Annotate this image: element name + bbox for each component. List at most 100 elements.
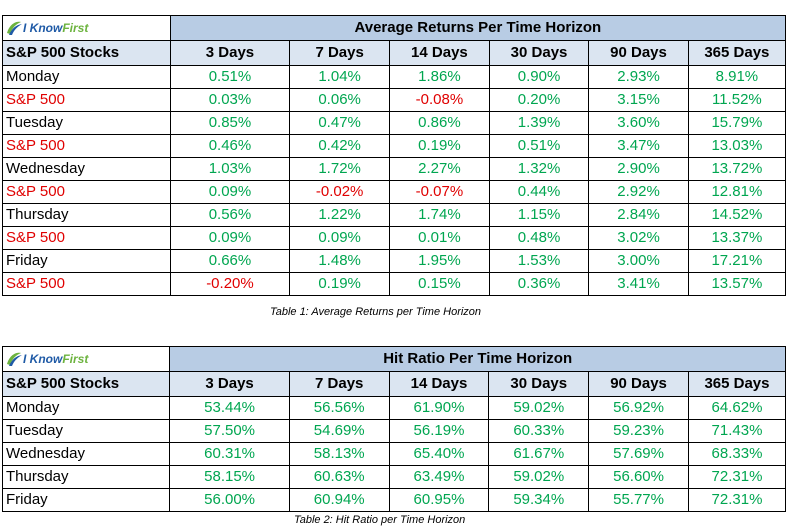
logo: I KnowFirst (1, 346, 171, 372)
logo-text-first: First (62, 352, 89, 367)
table-cell: 2.93% (588, 65, 689, 89)
table-cell: 1.39% (488, 111, 590, 135)
row-label: Friday (1, 488, 171, 512)
header-row: S&P 500 Stocks 3 Days 7 Days 14 Days 30 Days… (1, 371, 786, 397)
table-cell: 58.13% (288, 442, 390, 466)
table-row: Monday 0.51% 1.04% 1.86% 0.90% 2.93% 8.91% (2, 65, 786, 89)
table-cell: -0.20% (169, 272, 291, 296)
table-cell: 64.62% (687, 396, 786, 420)
table-cell: 2.92% (588, 180, 689, 204)
row-label: Monday (2, 65, 171, 89)
table-row: S&P 500 0.46% 0.42% 0.19% 0.51% 3.47% 13.03% (2, 134, 786, 158)
header-row: S&P 500 Stocks 3 Days 7 Days 14 Days 30 Days… (2, 40, 786, 66)
table-title: Hit Ratio Per Time Horizon (169, 346, 786, 372)
table-row: Thursday 0.56% 1.22% 1.74% 1.15% 2.84% 14.52% (2, 203, 786, 227)
column-header: 30 Days (488, 40, 590, 66)
column-header: 14 Days (388, 371, 490, 397)
table-cell: 13.72% (687, 157, 786, 181)
table-cell: 0.06% (289, 88, 391, 112)
table-cell: 13.57% (687, 272, 786, 296)
table-row: Tuesday 0.85% 0.47% 0.86% 1.39% 3.60% 15.79% (2, 111, 786, 135)
table-cell: 0.01% (389, 226, 490, 250)
table-cell: 0.48% (488, 226, 590, 250)
column-header: 30 Days (488, 371, 590, 397)
table-cell: 3.41% (588, 272, 689, 296)
logo-swoosh-icon (7, 21, 22, 36)
table-cell: 1.22% (289, 203, 391, 227)
table-cell: 0.09% (289, 226, 391, 250)
table-body: Monday 53.44% 56.56% 61.90% 59.02% 56.92% 64.6… (1, 396, 786, 512)
table-cell: 60.33% (488, 419, 590, 443)
table-cell: 0.09% (169, 226, 291, 250)
table-cell: 13.37% (687, 226, 786, 250)
table-cell: 55.77% (588, 488, 689, 512)
table-cell: 3.15% (588, 88, 689, 112)
row-label: Thursday (1, 465, 171, 489)
table-cell: 15.79% (687, 111, 786, 135)
table-cell: 72.31% (687, 488, 786, 512)
table-cell: 0.44% (488, 180, 590, 204)
table-cell: 54.69% (288, 419, 390, 443)
table-row: S&P 500 0.09% -0.02% -0.07% 0.44% 2.92% 12.81% (2, 180, 786, 204)
table-cell: 65.40% (388, 442, 490, 466)
table-cell: 1.32% (488, 157, 590, 181)
table-cell: 68.33% (687, 442, 786, 466)
table-cell: 53.44% (169, 396, 290, 420)
table-cell: 2.90% (588, 157, 689, 181)
table-cell: 57.50% (169, 419, 290, 443)
logo-text-know: I Know (23, 352, 63, 367)
column-header: 365 Days (687, 40, 786, 66)
table-caption: Table 1: Average Returns per Time Horizo… (270, 306, 482, 318)
column-header: 90 Days (588, 371, 689, 397)
table-cell: 56.19% (388, 419, 490, 443)
table-cell: 61.90% (388, 396, 490, 420)
table-cell: 0.36% (488, 272, 590, 296)
table-cell: 12.81% (687, 180, 786, 204)
table-cell: 59.23% (588, 419, 689, 443)
table-cell: 56.92% (588, 396, 689, 420)
table-row: S&P 500 -0.20% 0.19% 0.15% 0.36% 3.41% 13.57% (2, 272, 786, 296)
table-cell: 0.85% (169, 111, 291, 135)
table-row: Thursday 58.15% 60.63% 63.49% 59.02% 56.60% 72… (1, 465, 786, 489)
row-label: S&P 500 (2, 180, 171, 204)
row-label: Wednesday (1, 442, 171, 466)
table-cell: 0.51% (169, 65, 291, 89)
table-cell: 0.47% (289, 111, 391, 135)
column-header-stocks: S&P 500 Stocks (1, 371, 171, 397)
column-header-stocks: S&P 500 Stocks (2, 40, 171, 66)
table-cell: 59.02% (488, 396, 590, 420)
table-cell: -0.02% (289, 180, 391, 204)
table-cell: 0.15% (389, 272, 490, 296)
table-cell: 1.86% (389, 65, 490, 89)
row-label: S&P 500 (2, 88, 171, 112)
table-cell: 0.86% (389, 111, 490, 135)
table-cell: 59.34% (488, 488, 590, 512)
table-cell: -0.08% (389, 88, 490, 112)
logo: I KnowFirst (2, 15, 171, 41)
table-cell: 1.15% (488, 203, 590, 227)
hit-ratio-table: I KnowFirst Hit Ratio Per Time Horizon S… (1, 346, 786, 512)
table-cell: 60.63% (288, 465, 390, 489)
table-cell: 56.00% (169, 488, 290, 512)
table-cell: 1.74% (389, 203, 490, 227)
table-cell: 1.03% (169, 157, 291, 181)
table-cell: 60.31% (169, 442, 290, 466)
table-cell: 56.56% (288, 396, 390, 420)
table-cell: 17.21% (687, 249, 786, 273)
column-header: 14 Days (389, 40, 490, 66)
table-cell: 1.53% (488, 249, 590, 273)
row-label: Thursday (2, 203, 171, 227)
table-row: Friday 0.66% 1.48% 1.95% 1.53% 3.00% 17.21% (2, 249, 786, 273)
table-row: Tuesday 57.50% 54.69% 56.19% 60.33% 59.23% 71.… (1, 419, 786, 443)
logo-swoosh-icon (7, 352, 22, 367)
table-cell: 61.67% (488, 442, 590, 466)
row-label: Tuesday (1, 419, 171, 443)
column-header: 7 Days (288, 371, 390, 397)
table-cell: 3.60% (588, 111, 689, 135)
table-cell: 8.91% (687, 65, 786, 89)
table-caption: Table 2: Hit Ratio per Time Horizon (294, 514, 466, 526)
table-cell: 0.46% (169, 134, 291, 158)
table-row: Wednesday 60.31% 58.13% 65.40% 61.67% 57.69% 6… (1, 442, 786, 466)
table-cell: 58.15% (169, 465, 290, 489)
table-cell: 0.56% (169, 203, 291, 227)
